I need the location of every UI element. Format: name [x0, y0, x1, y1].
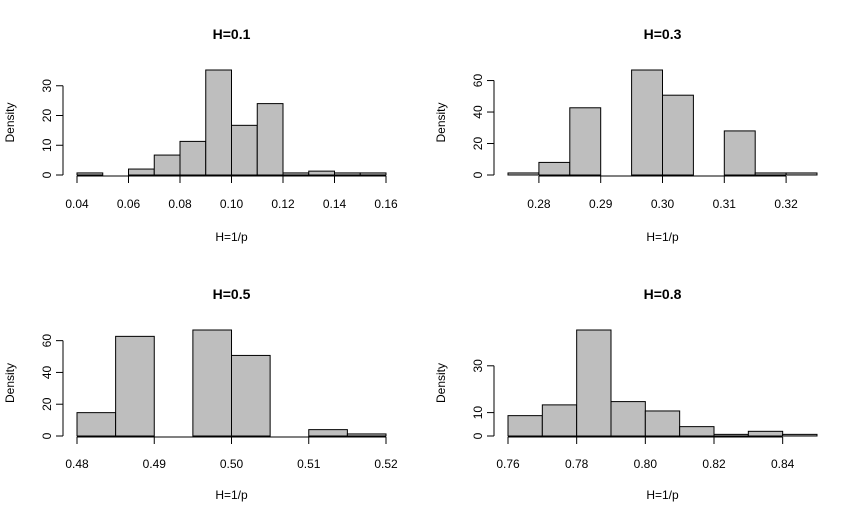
histogram-bar-br-5 — [679, 426, 715, 437]
y-tick-label-tl-2: 20 — [40, 109, 54, 123]
x-tick-label-tl-5: 0.14 — [323, 197, 347, 211]
x-tick-label-tr-0: 0.28 — [527, 197, 551, 211]
x-tick-label-tl-3: 0.10 — [220, 197, 244, 211]
histogram-bar-tl-8 — [282, 172, 310, 176]
histogram-bar-tl-5 — [205, 69, 232, 176]
histogram-bar-tl-2 — [128, 168, 155, 176]
x-axis-label-tr: H=1/p — [646, 230, 679, 244]
x-tick-label-tr-4: 0.32 — [774, 197, 798, 211]
y-tick-label-br-2: 30 — [471, 359, 485, 373]
histogram-bar-tr-2 — [569, 107, 602, 176]
y-tick-label-br-1: 10 — [471, 406, 485, 420]
histogram-bar-tr-4 — [631, 69, 663, 176]
histogram-bar-bl-3 — [192, 329, 233, 437]
histogram-bar-br-3 — [610, 401, 646, 437]
histogram-bar-tl-4 — [179, 140, 207, 176]
y-axis-label-bl: Density — [3, 363, 17, 403]
histogram-bar-br-4 — [644, 410, 681, 437]
y-tick-label-tl-3: 30 — [40, 79, 54, 93]
chart-title-bl: H=0.5 — [213, 286, 251, 302]
y-tick-label-br-0: 0 — [471, 432, 485, 439]
x-tick-label-bl-1: 0.49 — [143, 457, 167, 471]
histogram-bar-tl-6 — [231, 124, 258, 176]
x-tick-label-tr-1: 0.29 — [589, 197, 613, 211]
histogram-bar-br-0 — [507, 415, 543, 437]
chart-title-tr: H=0.3 — [644, 26, 682, 42]
histogram-bar-tr-0 — [507, 172, 540, 176]
y-tick-label-tl-0: 0 — [40, 171, 54, 178]
histogram-bar-br-6 — [713, 433, 749, 437]
x-tick-label-bl-4: 0.52 — [374, 457, 398, 471]
histogram-bar-tl-11 — [359, 172, 387, 176]
y-tick-label-tr-1: 20 — [471, 137, 485, 151]
x-tick-label-tl-0: 0.04 — [65, 197, 89, 211]
histogram-bar-tr-8 — [754, 172, 787, 176]
x-tick-label-tr-2: 0.30 — [651, 197, 675, 211]
y-tick-label-tr-2: 40 — [471, 105, 485, 119]
x-tick-label-bl-3: 0.51 — [297, 457, 321, 471]
y-axis-label-tr: Density — [434, 102, 448, 142]
x-tick-label-bl-2: 0.50 — [220, 457, 244, 471]
y-tick-label-bl-3: 60 — [40, 334, 54, 348]
histogram-bar-br-8 — [782, 433, 818, 437]
chart-title-br: H=0.8 — [644, 286, 682, 302]
chart-title-tl: H=0.1 — [213, 26, 251, 42]
y-tick-label-bl-0: 0 — [40, 432, 54, 439]
x-tick-label-bl-0: 0.48 — [65, 457, 89, 471]
histogram-bar-bl-6 — [308, 429, 348, 437]
histogram-bar-br-2 — [576, 329, 612, 437]
x-tick-label-tl-2: 0.08 — [168, 197, 192, 211]
x-tick-label-tr-3: 0.31 — [713, 197, 737, 211]
x-tick-label-tl-4: 0.12 — [271, 197, 295, 211]
histogram-bar-br-1 — [541, 404, 578, 437]
y-tick-label-bl-1: 20 — [40, 397, 54, 411]
histogram-bar-br-7 — [747, 430, 784, 437]
histogram-bar-tl-10 — [334, 172, 361, 176]
x-tick-label-br-1: 0.78 — [565, 457, 589, 471]
histogram-bar-tr-1 — [538, 161, 571, 176]
y-axis-label-br: Density — [434, 363, 448, 403]
y-tick-label-tl-1: 10 — [40, 138, 54, 152]
histogram-bar-bl-1 — [115, 335, 155, 437]
histogram-bar-tl-7 — [256, 103, 284, 176]
x-tick-label-br-4: 0.84 — [771, 457, 795, 471]
x-tick-label-br-2: 0.80 — [634, 457, 658, 471]
x-tick-label-tl-1: 0.06 — [117, 197, 141, 211]
histogram-bar-bl-0 — [76, 412, 117, 437]
y-axis-label-tl: Density — [3, 102, 17, 142]
histogram-bar-bl-4 — [231, 354, 271, 437]
y-tick-label-tr-0: 0 — [471, 171, 485, 178]
y-tick-label-bl-2: 40 — [40, 365, 54, 379]
x-axis-label-bl: H=1/p — [215, 488, 248, 502]
histogram-bar-tl-9 — [308, 170, 335, 176]
histogram-bar-tr-5 — [662, 94, 694, 176]
x-axis-label-br: H=1/p — [646, 488, 679, 502]
histogram-bar-tr-7 — [723, 130, 756, 176]
x-axis-label-tl: H=1/p — [215, 230, 248, 244]
x-tick-label-br-3: 0.82 — [702, 457, 726, 471]
x-tick-label-br-0: 0.76 — [496, 457, 520, 471]
histogram-bar-tl-0 — [76, 172, 104, 176]
histogram-bar-tr-9 — [785, 172, 818, 176]
histogram-bar-tl-3 — [153, 154, 181, 176]
x-tick-label-tl-6: 0.16 — [374, 197, 398, 211]
histogram-bar-bl-7 — [346, 433, 387, 437]
y-tick-label-tr-3: 60 — [471, 74, 485, 88]
